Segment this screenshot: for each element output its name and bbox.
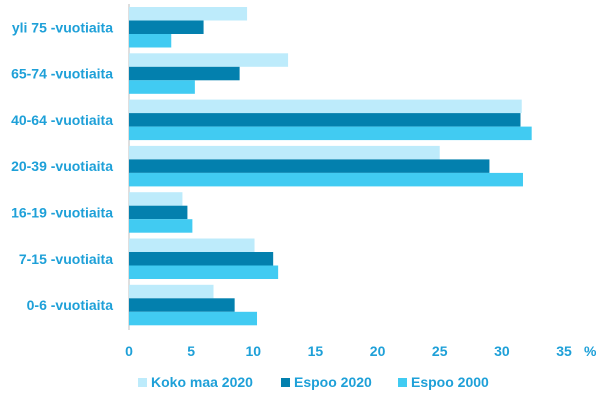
category-label: 65-74 -vuotiaita	[11, 66, 113, 82]
x-tick-label: 5	[187, 343, 195, 359]
bar-2-7	[129, 298, 235, 312]
x-tick-label: 20	[370, 343, 386, 359]
bar-2-6	[129, 252, 274, 266]
x-tick-label: 15	[308, 343, 324, 359]
legend-swatch-3	[398, 378, 407, 387]
x-tick-labels: 0 5 10 15 20 25 30 35	[125, 343, 572, 359]
category-label: 20-39 -vuotiaita	[11, 158, 113, 174]
legend: Koko maa 2020 Espoo 2020 Espoo 2000	[138, 374, 489, 390]
legend-label-3: Espoo 2000	[411, 374, 489, 390]
bar-3-2	[129, 80, 195, 94]
bar-2-4	[129, 159, 490, 173]
category-label: yli 75 -vuotiaita	[12, 19, 113, 35]
legend-swatch-2	[281, 378, 290, 387]
bar-3-3	[129, 126, 532, 141]
x-tick-label: 35	[556, 343, 572, 359]
x-tick-label: 25	[432, 343, 448, 359]
bar-1-3	[129, 99, 522, 114]
x-tick-label: 30	[494, 343, 510, 359]
bar-1-2	[129, 53, 289, 67]
x-tick-label: 0	[125, 343, 133, 359]
legend-label-2: Espoo 2020	[294, 374, 372, 390]
bar-2-5	[129, 205, 188, 220]
bar-3-5	[129, 219, 193, 233]
bar-2-1	[129, 20, 204, 34]
bar-1-4	[129, 145, 440, 160]
bar-3-6	[129, 265, 279, 279]
bar-3-1	[129, 34, 172, 48]
bars-group	[129, 7, 532, 326]
bar-2-2	[129, 66, 240, 81]
category-labels: yli 75 -vuotiaita 65-74 -vuotiaita 40-64 -…	[11, 19, 113, 313]
bar-3-4	[129, 172, 523, 187]
x-tick-label: 10	[245, 343, 261, 359]
category-label: 0-6 -vuotiaita	[27, 297, 114, 313]
bar-3-7	[129, 311, 258, 326]
category-label: 40-64 -vuotiaita	[11, 112, 113, 128]
bar-1-7	[129, 284, 214, 299]
legend-swatch-1	[138, 378, 147, 387]
bar-1-6	[129, 238, 255, 252]
bar-2-3	[129, 113, 521, 127]
bar-1-1	[129, 7, 248, 21]
legend-label-1: Koko maa 2020	[151, 374, 253, 390]
x-unit-label: %	[584, 343, 596, 359]
category-label: 16-19 -vuotiaita	[11, 204, 113, 220]
category-label: 7-15 -vuotiaita	[19, 251, 113, 267]
bar-1-5	[129, 192, 183, 206]
